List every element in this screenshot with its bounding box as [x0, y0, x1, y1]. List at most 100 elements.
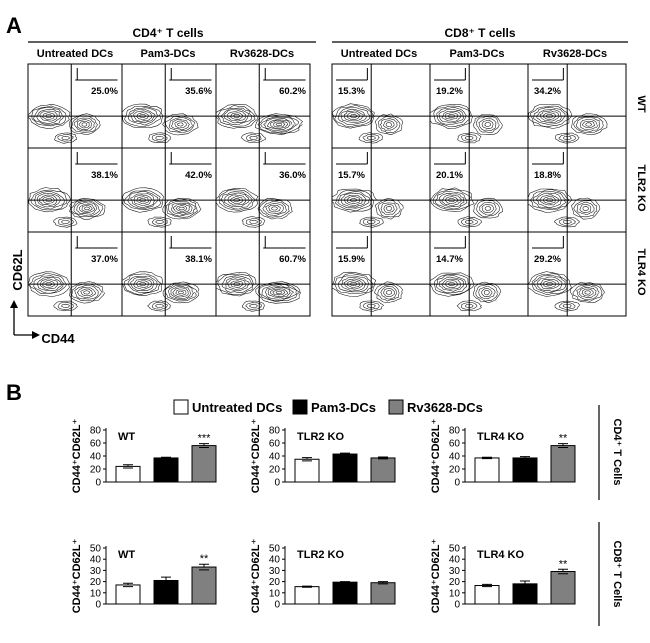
- y-tick-label: 80: [449, 426, 461, 437]
- bar: [115, 584, 141, 605]
- gate-percent-label: 35.6%: [185, 86, 212, 97]
- y-tick-label: 40: [90, 555, 102, 566]
- legend: Untreated DCs Pam3-DCs Rv3628-DCs: [173, 399, 483, 415]
- y-tick-label: 20: [90, 465, 102, 476]
- bar: [512, 457, 538, 483]
- bar: [474, 457, 500, 483]
- error-bar: [378, 581, 388, 585]
- bar: [294, 458, 320, 483]
- gate-percent-label: 15.9%: [338, 254, 365, 265]
- y-tick-label: 20: [449, 465, 461, 476]
- y-tick-label: 40: [449, 452, 461, 463]
- y-tick-label: 10: [449, 588, 461, 599]
- flow-plot: 38.1%: [121, 231, 217, 317]
- gate-percent-label: 42.0%: [185, 170, 212, 181]
- error-bar: [340, 581, 350, 584]
- gate-percent-label: 14.7%: [436, 254, 463, 265]
- cd8-col-rv3628: Rv3628-DCs: [543, 48, 607, 60]
- y-tick-label: 0: [454, 478, 460, 489]
- y-tick-label: 30: [269, 566, 281, 577]
- y-tick-label: 40: [269, 555, 281, 566]
- error-bar: [558, 443, 568, 449]
- gate-percent-label: 60.7%: [279, 254, 306, 265]
- legend-swatch-untreated: [173, 399, 189, 415]
- y-tick-label: 0: [454, 600, 460, 611]
- flow-plot: 34.2%: [527, 63, 627, 149]
- y-tick-label: 40: [269, 452, 281, 463]
- axis-arrows-icon: [10, 300, 40, 339]
- error-bar: [161, 456, 171, 460]
- gate-percent-label: 38.1%: [91, 170, 118, 181]
- flow-plot: 42.0%: [121, 147, 217, 233]
- bar: [370, 457, 396, 483]
- error-bar: [520, 580, 530, 588]
- error-bar: [123, 464, 133, 469]
- legend-label-untreated: Untreated DCs: [192, 400, 282, 415]
- significance-label: **: [200, 553, 209, 565]
- flow-plot: 19.2%: [429, 63, 529, 149]
- flow-plot: 35.6%: [121, 63, 217, 149]
- chart-y-label: CD44⁺CD62L⁺: [250, 419, 262, 494]
- error-bar: [302, 585, 312, 588]
- legend-label-rv3628: Rv3628-DCs: [407, 400, 483, 415]
- chart-title: TLR4 KO: [477, 431, 525, 443]
- bar: [153, 457, 179, 483]
- error-bar: [340, 452, 350, 456]
- y-tick-label: 80: [90, 426, 102, 437]
- y-tick-label: 60: [449, 439, 461, 450]
- y-tick-label: 30: [90, 566, 102, 577]
- flow-cytometry-plots: 25.0% 35.6% 60.2% 38.1% 42.0% 36.0% 37.0% 38.1%…: [27, 63, 627, 317]
- error-bar: [520, 456, 530, 460]
- error-bar: [123, 582, 133, 588]
- bar: [294, 586, 320, 605]
- bar: [332, 581, 358, 605]
- y-tick-label: 50: [449, 544, 461, 555]
- flow-plot: 37.0%: [27, 231, 123, 317]
- bar-row-label-cd8: CD8⁺ T Cells: [611, 541, 623, 608]
- y-tick-label: 60: [269, 439, 281, 450]
- bar: [332, 453, 358, 483]
- y-tick-label: 50: [269, 544, 281, 555]
- legend-label-pam3: Pam3-DCs: [311, 400, 376, 415]
- bar: [550, 445, 576, 483]
- gate-percent-label: 19.2%: [436, 86, 463, 97]
- significance-label: **: [559, 558, 568, 570]
- y-tick-label: 0: [95, 600, 101, 611]
- y-tick-label: 10: [90, 588, 102, 599]
- error-bar: [199, 563, 209, 571]
- bar: [550, 571, 576, 605]
- bar-chart: 0 20 40 60 80 TLR2 KO CD44⁺CD62L⁺: [250, 419, 396, 494]
- cd4-col-pam3: Pam3-DCs: [140, 48, 195, 60]
- y-tick-label: 20: [449, 577, 461, 588]
- y-tick-label: 80: [269, 426, 281, 437]
- y-tick-label: 60: [90, 439, 102, 450]
- flow-plot: 20.1%: [429, 147, 529, 233]
- gate-percent-label: 15.3%: [338, 86, 365, 97]
- chart-y-label: CD44⁺CD62L⁺: [71, 419, 83, 494]
- chart-y-label: CD44⁺CD62L⁺: [430, 539, 442, 614]
- bar: [370, 582, 396, 605]
- flow-plot: 25.0%: [27, 63, 123, 149]
- chart-y-label: CD44⁺CD62L⁺: [430, 419, 442, 494]
- gate-percent-label: 38.1%: [185, 254, 212, 265]
- y-tick-label: 50: [90, 544, 102, 555]
- bar: [191, 566, 217, 605]
- cd8-col-pam3: Pam3-DCs: [449, 48, 504, 60]
- gate-percent-label: 29.2%: [534, 254, 561, 265]
- panel-a-label: A: [6, 13, 22, 38]
- flow-plot: 15.7%: [331, 147, 431, 233]
- flow-plot: 38.1%: [27, 147, 123, 233]
- bar: [191, 445, 217, 483]
- bar: [474, 585, 500, 605]
- gate-percent-label: 25.0%: [91, 86, 118, 97]
- chart-title: TLR2 KO: [297, 431, 345, 443]
- error-bar: [199, 443, 209, 449]
- y-tick-label: 20: [90, 577, 102, 588]
- chart-y-label: CD44⁺CD62L⁺: [250, 539, 262, 614]
- significance-label: ***: [198, 433, 212, 445]
- y-tick-label: 40: [449, 555, 461, 566]
